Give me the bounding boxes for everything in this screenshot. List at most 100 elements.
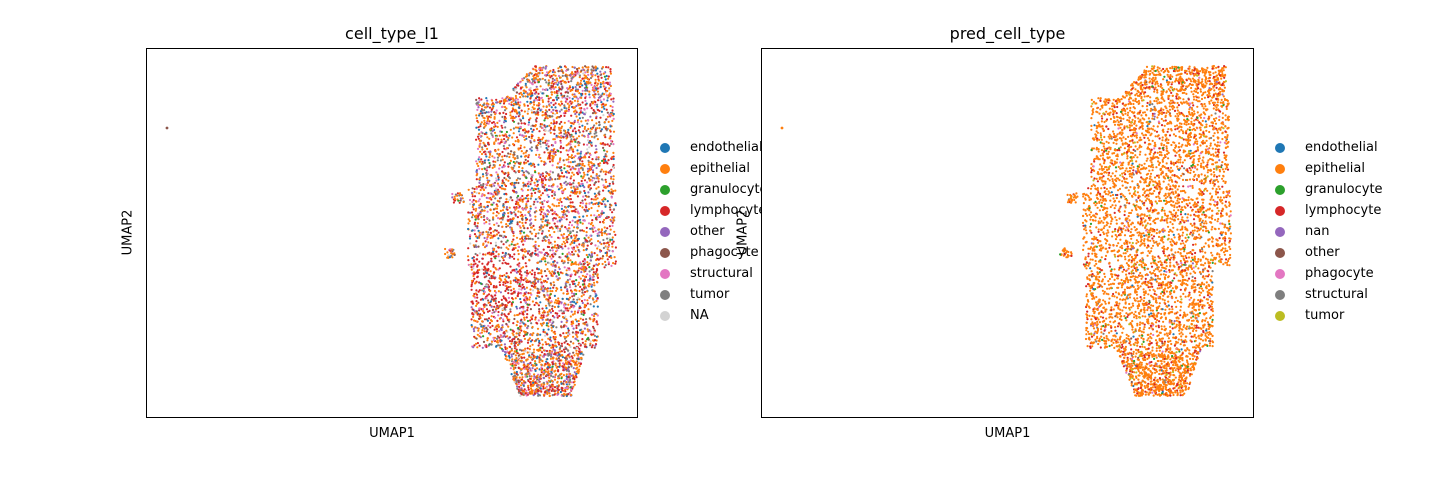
scatter-point	[536, 380, 539, 383]
scatter-point	[514, 115, 518, 118]
scatter-point	[473, 344, 476, 347]
scatter-point	[481, 346, 484, 349]
scatter-point	[528, 88, 531, 91]
scatter-point	[572, 335, 575, 338]
scatter-point	[588, 266, 591, 269]
scatter-point	[518, 342, 521, 345]
scatter-point	[538, 291, 541, 294]
scatter-point	[498, 167, 501, 170]
scatter-point	[487, 273, 491, 276]
scatter-point	[596, 105, 599, 108]
scatter-point	[603, 266, 606, 269]
scatter-point	[483, 123, 486, 126]
scatter-point	[478, 344, 481, 347]
scatter-point	[494, 257, 497, 260]
scatter-point	[570, 381, 573, 384]
scatter-point	[562, 374, 565, 377]
scatter-point	[516, 281, 519, 284]
scatter-point	[534, 125, 537, 128]
scatter-point	[515, 97, 518, 100]
scatter-point	[589, 303, 592, 306]
scatter-point	[551, 357, 555, 360]
scatter-point	[587, 134, 590, 137]
scatter-point	[527, 93, 530, 96]
scatter-point	[550, 339, 553, 342]
scatter-point	[529, 333, 532, 336]
scatter-point	[520, 372, 523, 375]
scatter-point	[539, 175, 542, 179]
scatter-point	[515, 91, 519, 94]
scatter-point	[533, 303, 536, 307]
scatter-point	[595, 173, 598, 176]
scatter-point	[559, 346, 562, 350]
scatter-point	[523, 337, 526, 340]
scatter-point	[583, 125, 587, 129]
scatter-point	[589, 227, 592, 230]
scatter-point	[610, 175, 613, 178]
scatter-point	[540, 194, 543, 197]
scatter-point	[506, 350, 509, 353]
scatter-point	[566, 196, 569, 199]
scatter-point	[547, 84, 550, 87]
scatter-point	[497, 253, 500, 256]
scatter-point	[546, 223, 549, 226]
scatter-point	[508, 198, 511, 201]
scatter-point	[518, 340, 521, 343]
scatter-point	[526, 313, 529, 316]
scatter-point	[605, 108, 608, 111]
scatter-point	[601, 257, 604, 260]
scatter-point	[570, 114, 573, 117]
scatter-point	[553, 240, 556, 243]
scatter-point	[476, 226, 479, 229]
scatter-point	[563, 379, 566, 382]
scatter-point	[579, 201, 582, 204]
scatter-point	[480, 331, 483, 334]
scatter-point	[519, 270, 522, 273]
scatter-point	[508, 276, 511, 279]
scatter-point	[597, 258, 600, 261]
scatter-point	[567, 161, 570, 164]
scatter-point	[507, 171, 510, 174]
scatter-point	[541, 201, 544, 204]
scatter-point	[466, 255, 470, 258]
scatter-point	[588, 274, 592, 277]
scatter-point	[597, 99, 600, 102]
scatter-point	[548, 304, 551, 307]
scatter-point	[565, 362, 569, 366]
scatter-point	[509, 196, 513, 199]
scatter-point	[612, 143, 615, 146]
scatter-point	[526, 188, 530, 192]
scatter-point	[586, 173, 589, 176]
scatter-point	[495, 229, 498, 232]
scatter-point	[595, 187, 598, 190]
scatter-point	[540, 351, 544, 354]
scatter-point	[589, 344, 592, 347]
scatter-point	[521, 200, 524, 203]
scatter-point	[485, 275, 488, 278]
scatter-point	[572, 156, 575, 159]
scatter-point	[499, 196, 502, 199]
scatter-point	[502, 281, 505, 284]
scatter-point	[467, 227, 470, 231]
scatter-point	[563, 121, 566, 124]
scatter-point	[553, 222, 556, 225]
scatter-point	[604, 91, 607, 94]
scatter-point	[559, 344, 562, 348]
scatter-point	[572, 205, 575, 208]
scatter-point	[558, 365, 561, 368]
scatter-point	[478, 145, 481, 148]
scatter-point	[547, 139, 550, 142]
scatter-point	[475, 240, 478, 243]
scatter-point	[604, 264, 607, 267]
scatter-point	[536, 302, 539, 305]
scatter-point	[519, 237, 522, 241]
scatter-point	[591, 219, 594, 222]
scatter-point	[522, 92, 525, 95]
scatter-point	[566, 290, 569, 293]
scatter-point	[519, 101, 522, 104]
scatter-point	[534, 318, 537, 321]
scatter-point	[476, 258, 479, 261]
scatter-point	[476, 225, 479, 228]
scatter-point	[570, 154, 573, 157]
scatter-point	[572, 351, 575, 354]
